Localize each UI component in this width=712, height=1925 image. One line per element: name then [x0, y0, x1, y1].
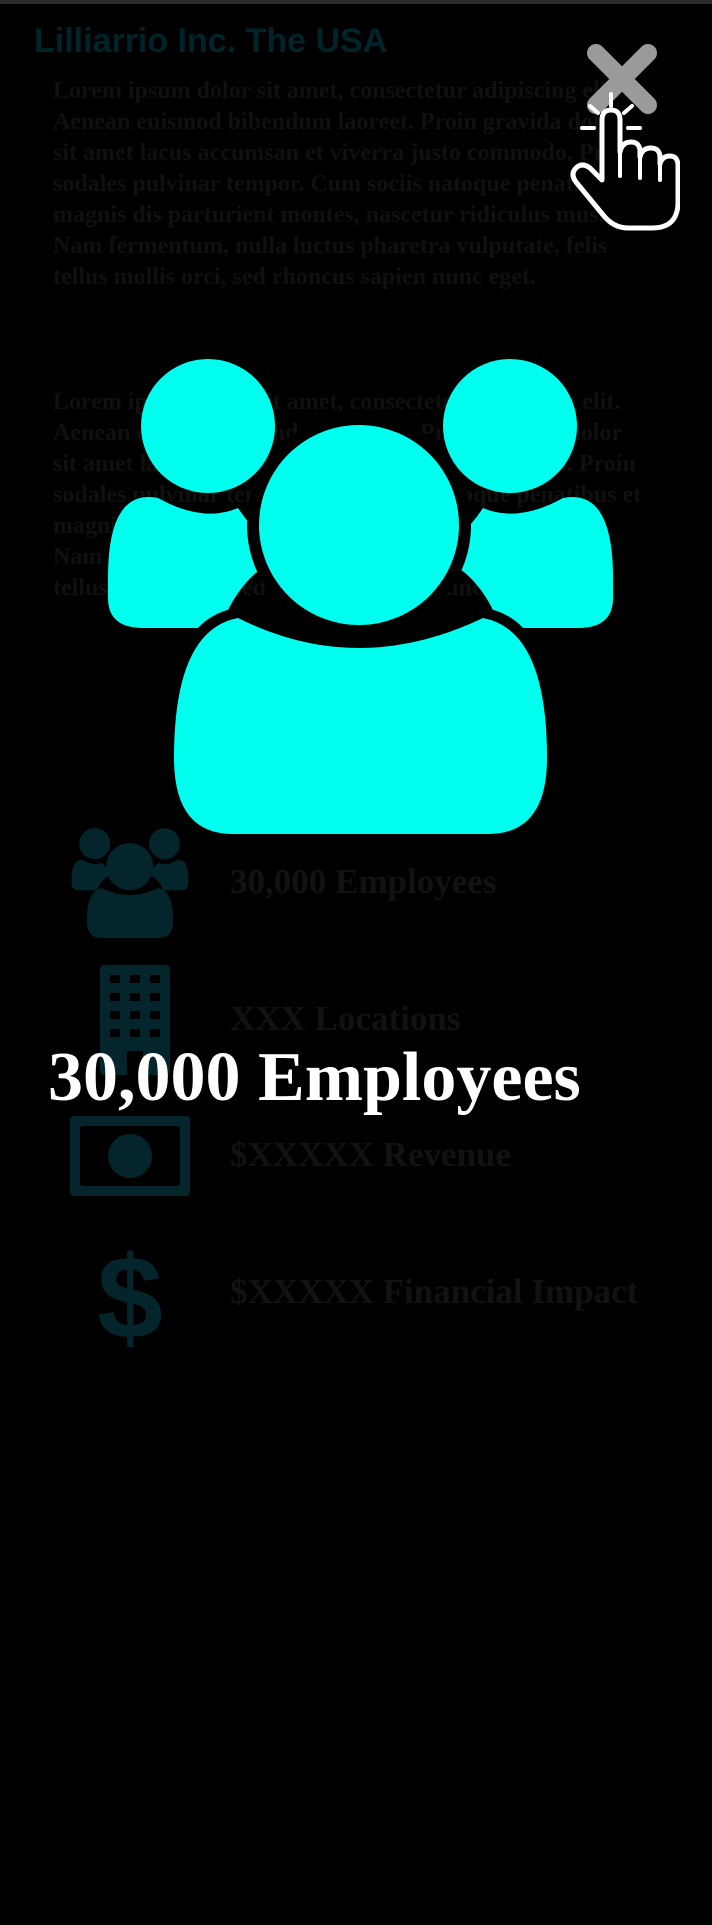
background-title: Lilliarrio Inc. The USA: [34, 22, 388, 60]
background-paragraph-1: Lorem ipsum dolor sit amet, consectetur …: [53, 78, 642, 290]
modal-stat-label: 30,000 Employees: [48, 1039, 581, 1116]
users-icon: [108, 359, 613, 834]
top-border: [0, 0, 712, 4]
stat-label: $XXXXX Financial Impact: [230, 1272, 639, 1311]
users-icon: [71, 828, 189, 938]
stat-label: 30,000 Employees: [230, 862, 497, 901]
stat-row-employees[interactable]: 30,000 Employees: [60, 828, 660, 938]
close-icon[interactable]: [583, 40, 661, 118]
hand-pointer-icon: [570, 92, 680, 231]
stat-label: $XXXXX Revenue: [230, 1135, 511, 1174]
stat-row-revenue[interactable]: $XXXXX Revenue: [60, 1101, 660, 1211]
svg-text:$: $: [97, 1238, 163, 1348]
dollar-sign-icon: $: [97, 1238, 163, 1348]
building-icon: [100, 965, 170, 1075]
stat-label: XXX Locations: [230, 999, 461, 1038]
stat-row-financial-impact[interactable]: $ $XXXXX Financial Impact: [60, 1238, 660, 1348]
stat-row-locations[interactable]: XXX Locations: [60, 965, 660, 1075]
money-bill-icon: [70, 1116, 190, 1196]
